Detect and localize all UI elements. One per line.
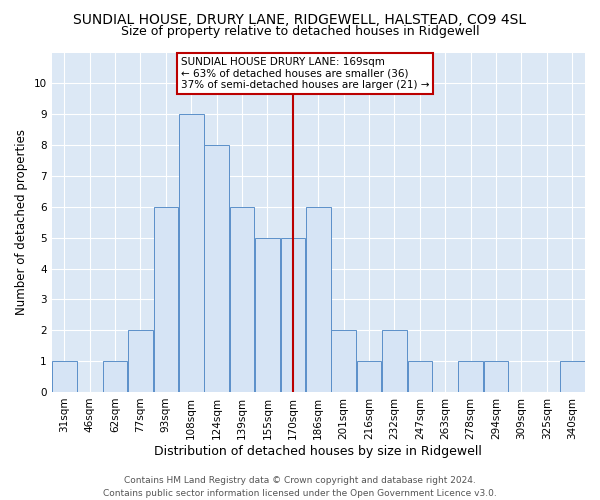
Bar — [205, 145, 229, 392]
Bar — [103, 361, 127, 392]
Bar — [128, 330, 153, 392]
Text: Contains HM Land Registry data © Crown copyright and database right 2024.
Contai: Contains HM Land Registry data © Crown c… — [103, 476, 497, 498]
Bar — [382, 330, 407, 392]
Y-axis label: Number of detached properties: Number of detached properties — [15, 129, 28, 315]
Bar — [230, 207, 254, 392]
Bar — [484, 361, 508, 392]
Bar — [331, 330, 356, 392]
Bar — [179, 114, 203, 392]
Bar — [407, 361, 432, 392]
Text: SUNDIAL HOUSE, DRURY LANE, RIDGEWELL, HALSTEAD, CO9 4SL: SUNDIAL HOUSE, DRURY LANE, RIDGEWELL, HA… — [73, 12, 527, 26]
Bar — [306, 207, 331, 392]
Bar — [154, 207, 178, 392]
Bar — [357, 361, 382, 392]
Bar — [281, 238, 305, 392]
Bar — [52, 361, 77, 392]
X-axis label: Distribution of detached houses by size in Ridgewell: Distribution of detached houses by size … — [154, 444, 482, 458]
Bar — [458, 361, 483, 392]
Bar — [560, 361, 584, 392]
Text: SUNDIAL HOUSE DRURY LANE: 169sqm
← 63% of detached houses are smaller (36)
37% o: SUNDIAL HOUSE DRURY LANE: 169sqm ← 63% o… — [181, 57, 430, 90]
Text: Size of property relative to detached houses in Ridgewell: Size of property relative to detached ho… — [121, 25, 479, 38]
Bar — [255, 238, 280, 392]
